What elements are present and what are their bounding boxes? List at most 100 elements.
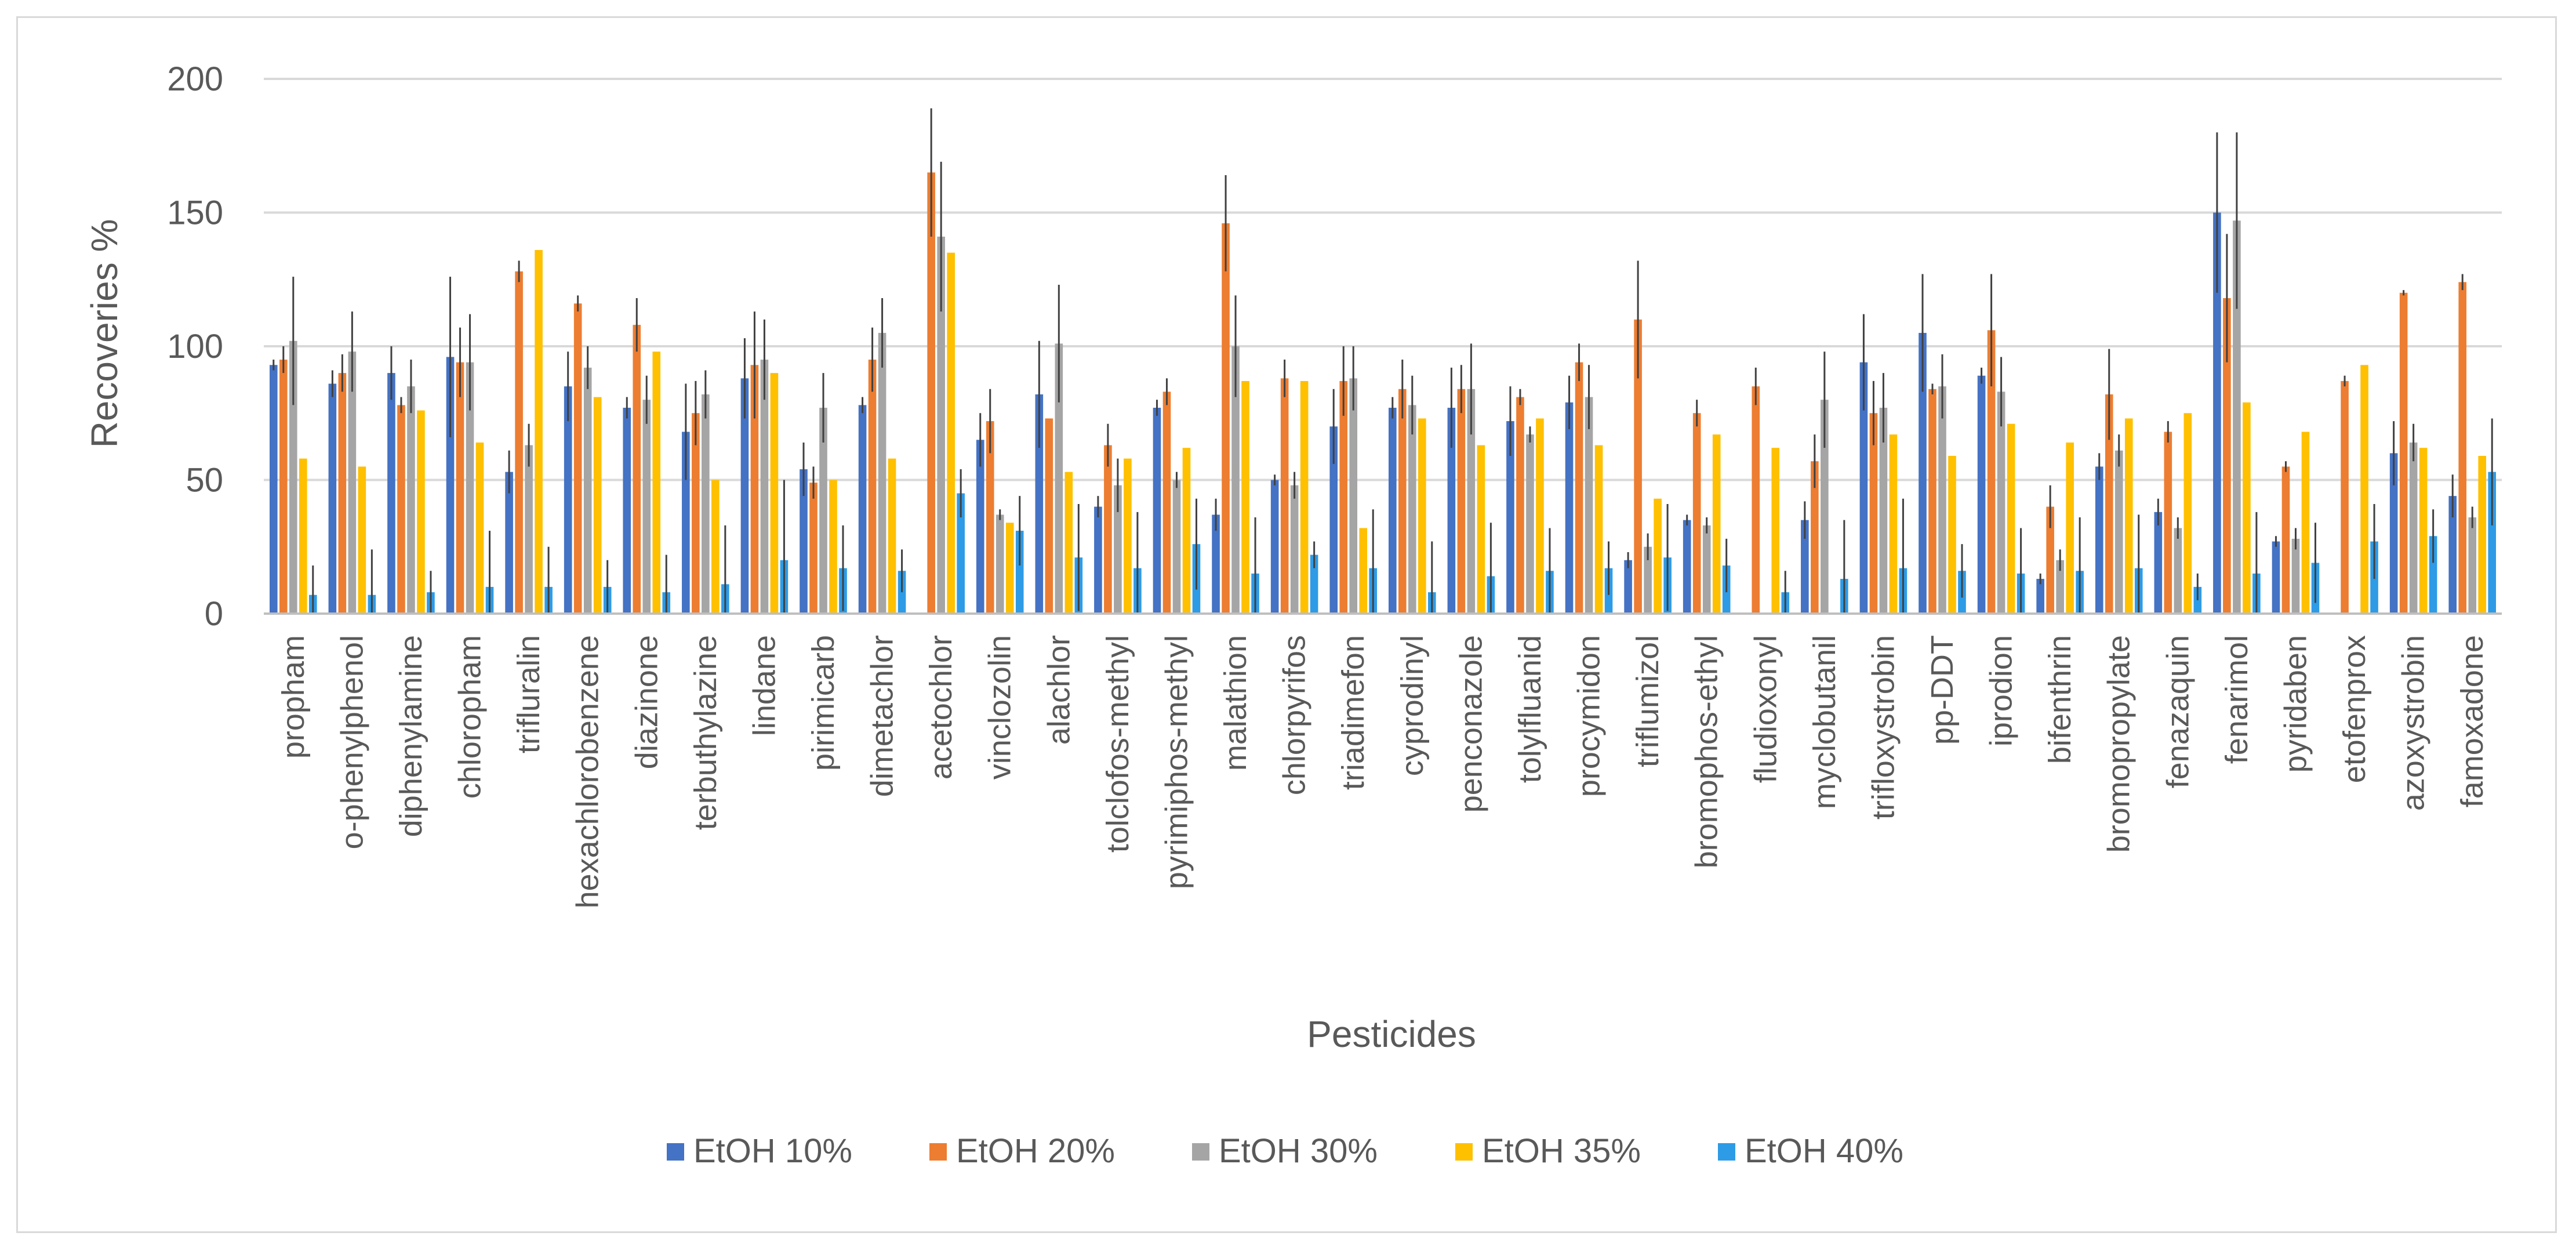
x-tick-label: pirimicarb: [806, 635, 841, 771]
bar: [2213, 212, 2221, 614]
bar: [1869, 413, 1878, 614]
bar: [269, 365, 278, 614]
bar: [348, 351, 357, 614]
bar: [1310, 554, 1318, 614]
bar: [358, 466, 366, 614]
bar: [1290, 485, 1299, 614]
bar: [593, 397, 602, 614]
x-tick-label: pyridaben: [2278, 635, 2313, 773]
y-axis-title: Recoveries %: [83, 219, 125, 448]
legend-label: EtOH 40%: [1745, 1132, 1903, 1170]
bar: [1094, 506, 1102, 614]
bar: [1005, 523, 1014, 614]
bar: [995, 514, 1004, 614]
bar: [1114, 485, 1122, 614]
x-tick-label: bifenthrin: [2043, 635, 2077, 764]
bar: [387, 373, 395, 614]
bar: [976, 440, 984, 614]
bar: [1182, 448, 1191, 614]
bar: [1516, 397, 1524, 614]
bar: [2183, 413, 2192, 614]
bar: [475, 442, 484, 614]
bar: [2174, 528, 2182, 614]
bar: [1565, 402, 1574, 614]
bar: [515, 271, 523, 614]
bar: [2468, 517, 2477, 614]
legend-label: EtOH 35%: [1482, 1132, 1641, 1170]
bar: [456, 362, 464, 614]
bar: [682, 432, 690, 614]
bar: [1172, 480, 1181, 614]
bar: [623, 408, 631, 614]
bar: [1585, 397, 1593, 614]
bar: [289, 340, 297, 614]
bar: [1300, 380, 1309, 614]
bar: [2066, 442, 2074, 614]
legend: EtOH 10% EtOH 20% EtOH 30% EtOH 35% EtOH 40%: [667, 1132, 1903, 1170]
bar: [711, 480, 720, 614]
bar: [328, 383, 337, 614]
x-tick-label: penconazole: [1454, 635, 1488, 813]
bar: [1270, 480, 1279, 614]
bar: [2409, 442, 2418, 614]
legend-swatch: [1192, 1143, 1209, 1161]
bar: [1526, 434, 1534, 614]
x-tick-label: hexachlorobenzene: [571, 635, 605, 908]
x-tick-label: o-phenylphenol: [335, 635, 369, 849]
bar: [633, 325, 641, 614]
bar: [525, 445, 533, 614]
x-tick-label: etofenprox: [2337, 635, 2372, 783]
y-tick-label: 100: [167, 328, 223, 365]
x-tick-label: terbuthylazine: [688, 635, 723, 830]
bar: [1035, 394, 1044, 614]
bar: [957, 493, 965, 614]
x-tick-label: cyprodinyl: [1395, 635, 1430, 776]
bar: [1104, 445, 1112, 614]
x-tick-label: triadimefon: [1336, 635, 1371, 790]
bar: [1418, 418, 1426, 614]
x-tick-label: myclobutanil: [1807, 635, 1842, 809]
bar: [1644, 546, 1652, 614]
bar: [1536, 418, 1544, 614]
y-tick-label: 150: [167, 194, 223, 232]
bar: [338, 373, 347, 614]
bar: [1987, 330, 1996, 614]
bar: [1997, 391, 2005, 614]
legend-swatch: [929, 1143, 947, 1161]
bar: [858, 405, 867, 614]
x-tick-label: fenarimol: [2219, 635, 2254, 764]
bar: [505, 472, 513, 614]
legend-swatch: [1718, 1143, 1735, 1161]
bar: [809, 483, 818, 614]
bar: [2458, 282, 2467, 614]
x-tick-label: bromopropylate: [2102, 635, 2137, 853]
bar: [2223, 298, 2231, 614]
bar: [947, 252, 955, 614]
bar: [1919, 332, 1927, 614]
bar: [573, 303, 582, 614]
bar: [760, 360, 769, 614]
bar: [407, 386, 415, 614]
bar: [868, 360, 877, 614]
bar: [800, 469, 808, 614]
bar: [397, 405, 405, 614]
x-tick-label: lindane: [747, 635, 782, 736]
bar: [1349, 378, 1358, 614]
bar: [878, 332, 886, 614]
bar: [1359, 528, 1368, 614]
bar: [564, 386, 572, 614]
bar: [1506, 421, 1514, 614]
x-tick-label: trifluralin: [511, 635, 546, 753]
bar: [2281, 466, 2290, 614]
legend-label: EtOH 30%: [1219, 1132, 1378, 1170]
x-tick-label: tolclofos-methyl: [1100, 635, 1135, 853]
x-axis-title: Pesticides: [1307, 1013, 1476, 1055]
bar: [1064, 472, 1073, 614]
bar: [1752, 386, 1760, 614]
bar: [1212, 514, 1220, 614]
bar: [2389, 453, 2398, 614]
x-tick-label: iprodion: [1984, 635, 2019, 746]
bar: [583, 367, 592, 614]
bar: [299, 458, 307, 614]
bar: [1457, 389, 1466, 614]
